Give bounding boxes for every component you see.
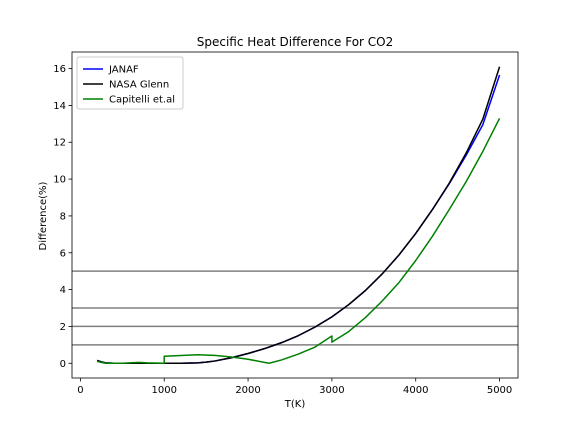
y-tick-label: 6 xyxy=(60,248,66,259)
series-line-janaf xyxy=(96,74,501,365)
legend-label: NASA Glenn xyxy=(109,80,169,91)
legend-box xyxy=(76,56,184,110)
x-tick-label: 4000 xyxy=(403,385,428,396)
y-axis-label: Difference(%) xyxy=(38,181,49,250)
x-tick-label: 0 xyxy=(77,385,83,396)
chart-title: Specific Heat Difference For CO2 xyxy=(197,35,394,49)
plot-area: 0 1000 2000 3000 4000 5000 0 2 4 6 8 10 12 14 16 xyxy=(53,51,519,396)
y-tick-label: 12 xyxy=(53,138,66,149)
y-tick-label: 10 xyxy=(53,175,66,186)
y-tick-label: 8 xyxy=(60,211,66,222)
y-tick-label: 14 xyxy=(53,101,66,112)
x-tick-label: 5000 xyxy=(487,385,512,396)
y-tick-label: 2 xyxy=(60,322,66,333)
legend: JANAF NASA Glenn Capitelli et.al xyxy=(76,56,184,110)
x-tick-label: 1000 xyxy=(151,385,176,396)
y-tick-label: 0 xyxy=(60,359,66,370)
x-tick-label: 2000 xyxy=(235,385,260,396)
y-tick-label: 4 xyxy=(60,285,66,296)
legend-label: Capitelli et.al xyxy=(109,95,175,106)
series-line-capitelli-et-al xyxy=(96,117,501,365)
axes-frame xyxy=(71,51,519,379)
x-tick-label: 3000 xyxy=(319,385,344,396)
x-axis-label: T(K) xyxy=(284,399,306,410)
legend-label: JANAF xyxy=(108,65,139,76)
y-tick-label: 16 xyxy=(53,64,66,75)
series-line-nasa-glenn xyxy=(96,66,501,365)
